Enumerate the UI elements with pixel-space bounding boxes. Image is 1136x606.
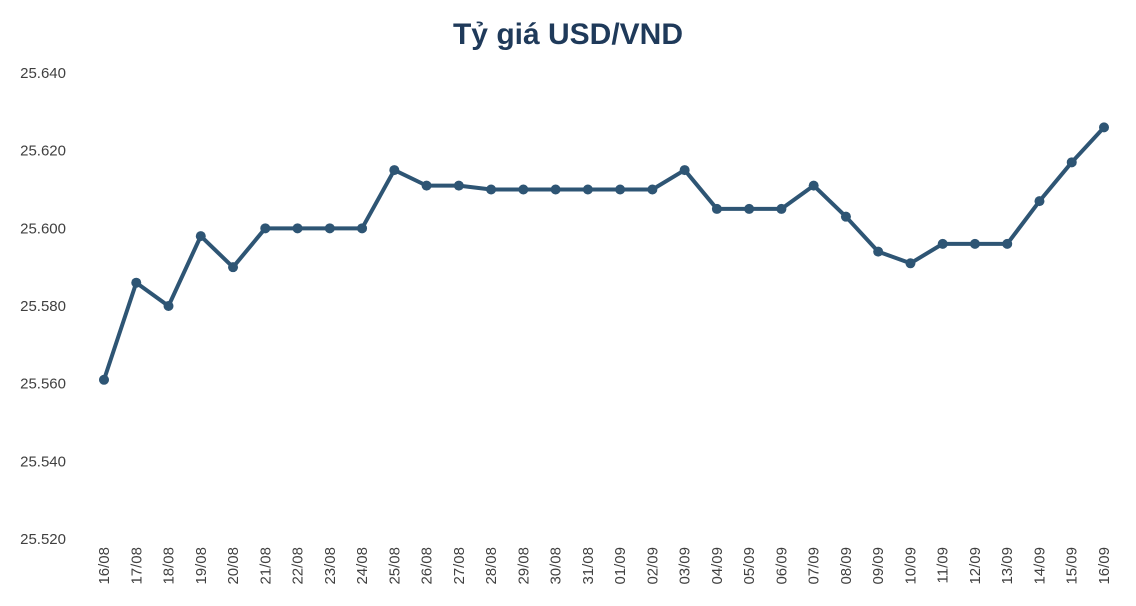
data-point bbox=[744, 203, 755, 214]
data-point bbox=[195, 231, 206, 242]
data-point bbox=[808, 180, 819, 191]
data-point bbox=[1099, 122, 1109, 133]
x-tick-label: 11/09 bbox=[935, 547, 952, 583]
x-tick-label: 13/09 bbox=[999, 547, 1016, 585]
data-point bbox=[357, 223, 368, 234]
x-tick-label: 10/09 bbox=[902, 547, 919, 585]
data-point bbox=[99, 374, 109, 385]
y-tick-label: 25.600 bbox=[20, 220, 66, 237]
chart-title: Tỷ giá USD/VND bbox=[453, 18, 683, 51]
data-point bbox=[937, 238, 948, 249]
data-point bbox=[840, 211, 851, 222]
x-tick-label: 27/08 bbox=[451, 547, 468, 585]
x-tick-label: 25/08 bbox=[386, 547, 403, 585]
data-point bbox=[582, 184, 593, 195]
data-point bbox=[1034, 196, 1045, 207]
series-line bbox=[102, 125, 1106, 382]
data-point bbox=[324, 223, 335, 234]
series-layer bbox=[99, 122, 1109, 385]
y-tick-label: 25.560 bbox=[20, 376, 66, 393]
x-tick-label: 31/08 bbox=[580, 547, 597, 585]
x-tick-label: 02/09 bbox=[644, 547, 661, 585]
x-tick-label: 04/09 bbox=[709, 547, 726, 585]
x-tick-label: 05/09 bbox=[741, 547, 758, 585]
y-tick-label: 25.620 bbox=[20, 143, 66, 160]
data-point bbox=[228, 262, 239, 273]
x-tick-label: 22/08 bbox=[290, 547, 307, 585]
x-tick-label: 08/09 bbox=[838, 547, 855, 585]
x-tick-label: 06/09 bbox=[773, 547, 790, 585]
x-tick-label: 18/08 bbox=[161, 547, 178, 585]
x-tick-label: 20/08 bbox=[225, 547, 242, 585]
data-point bbox=[453, 180, 464, 191]
y-tick-label: 25.640 bbox=[20, 65, 66, 82]
x-tick-label: 17/08 bbox=[128, 547, 145, 585]
data-point bbox=[131, 277, 142, 288]
data-point bbox=[260, 223, 271, 234]
x-tick-label: 12/09 bbox=[967, 547, 984, 585]
data-point bbox=[163, 301, 174, 311]
data-point bbox=[776, 203, 787, 214]
x-tick-label: 01/09 bbox=[612, 547, 629, 585]
y-tick-label: 25.540 bbox=[20, 453, 66, 470]
y-tick-label: 25.580 bbox=[20, 298, 66, 315]
x-tick-label: 26/08 bbox=[419, 547, 436, 585]
y-tick-label: 25.520 bbox=[20, 531, 66, 548]
data-point bbox=[1066, 157, 1077, 168]
data-point bbox=[518, 184, 529, 195]
x-tick-label: 24/08 bbox=[354, 547, 371, 585]
y-axis: 25.520 25.540 25.560 25.580 25.600 25.620 25.6… bbox=[20, 65, 66, 548]
x-tick-label: 16/09 bbox=[1096, 547, 1113, 585]
data-point bbox=[421, 180, 432, 191]
x-tick-label: 29/08 bbox=[515, 547, 532, 585]
data-point bbox=[615, 184, 626, 195]
x-tick-label: 16/08 bbox=[96, 547, 113, 585]
x-axis: 16/08 17/08 18/08 19/08 20/08 21/08 22/08 23/08… bbox=[96, 547, 1113, 585]
data-point bbox=[550, 184, 561, 195]
x-tick-label: 07/09 bbox=[806, 547, 823, 585]
x-tick-label: 03/09 bbox=[677, 547, 694, 585]
data-point bbox=[389, 165, 400, 176]
x-tick-label: 28/08 bbox=[483, 547, 500, 585]
x-tick-label: 19/08 bbox=[193, 547, 210, 585]
data-point bbox=[1002, 238, 1013, 249]
x-tick-label: 14/09 bbox=[1031, 547, 1048, 585]
data-point bbox=[905, 258, 916, 269]
data-point bbox=[969, 238, 980, 249]
data-point bbox=[292, 223, 303, 234]
x-tick-label: 21/08 bbox=[257, 547, 274, 585]
x-tick-label: 30/08 bbox=[548, 547, 565, 585]
x-tick-label: 15/09 bbox=[1064, 547, 1081, 585]
data-point bbox=[486, 184, 497, 195]
data-point bbox=[679, 165, 690, 176]
data-point bbox=[647, 184, 658, 195]
x-tick-label: 09/09 bbox=[870, 547, 887, 585]
data-point bbox=[873, 246, 884, 257]
x-tick-label: 23/08 bbox=[322, 547, 339, 585]
data-point bbox=[711, 203, 722, 214]
